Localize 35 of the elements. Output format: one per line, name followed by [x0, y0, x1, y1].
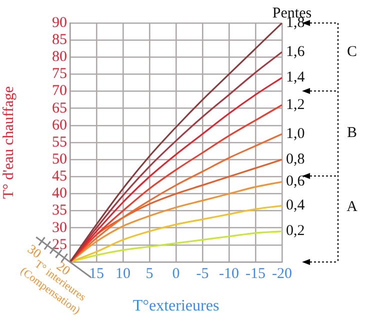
- y-tick-label: 70: [52, 83, 67, 100]
- y-tick-label: 35: [52, 202, 67, 219]
- series-label: 1,2: [286, 96, 305, 113]
- series-label: 1,6: [286, 44, 306, 60]
- x-tick-label: -5: [196, 266, 209, 282]
- x-tick-label: -20: [272, 266, 292, 282]
- x-tick-label: 10: [116, 266, 130, 282]
- y-tick-label: 85: [52, 32, 67, 48]
- text: A: [346, 198, 358, 215]
- x-tick-label: -15: [246, 266, 266, 282]
- y-tick-label: 65: [52, 100, 67, 116]
- series-label: 0,2: [286, 223, 305, 240]
- y-tick-label: 30: [52, 220, 67, 236]
- y-tick-label: 50: [52, 152, 67, 168]
- series-label: 0,4: [286, 198, 306, 214]
- y-tick-label: 80: [52, 49, 67, 66]
- x-tick-label: 5: [146, 266, 154, 282]
- y-axis-title: T° d'eau chauffage: [0, 86, 17, 199]
- y-tick-label: 55: [52, 134, 67, 150]
- y-tick-label: 60: [52, 117, 67, 134]
- series-label: 1,0: [286, 126, 305, 142]
- series-label: 1,4: [286, 70, 306, 86]
- x-tick-label: -10: [219, 266, 239, 282]
- y-tick-label: 75: [52, 66, 67, 82]
- text: C: [346, 44, 358, 60]
- y-tick-label: 40: [52, 186, 67, 202]
- series-label: 0,6: [286, 174, 306, 190]
- x-tick-label: 0: [172, 266, 180, 282]
- series-label: 0,8: [286, 152, 305, 168]
- text: 30: [24, 241, 44, 262]
- text: B: [346, 124, 358, 141]
- x-axis-title: T°exterieures: [132, 298, 220, 315]
- x-tick-label: 15: [89, 266, 104, 282]
- y-tick-label: 45: [52, 168, 67, 185]
- y-tick-label: 90: [52, 14, 67, 31]
